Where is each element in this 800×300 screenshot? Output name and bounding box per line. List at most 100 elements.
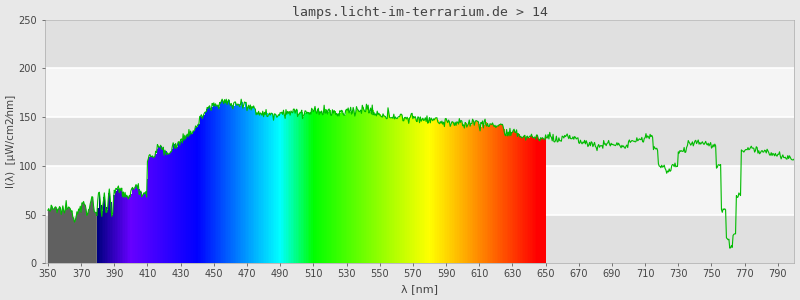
Bar (359, 112, 361, 263)
Bar (279, 114, 281, 263)
Bar (177, 147, 178, 263)
Bar (462, 123, 463, 263)
Bar (389, 115, 390, 263)
Bar (404, 119, 406, 263)
Bar (123, 195, 125, 263)
Bar (261, 114, 262, 263)
Bar (278, 116, 279, 263)
Bar (225, 101, 226, 263)
Bar (526, 136, 528, 263)
Bar (126, 196, 128, 263)
Bar (397, 118, 398, 263)
Bar (110, 202, 112, 263)
Bar (238, 104, 239, 263)
Bar (401, 114, 402, 263)
Bar (435, 118, 437, 263)
Bar (372, 110, 374, 263)
Bar (465, 123, 467, 263)
Bar (358, 110, 359, 263)
Bar (245, 102, 246, 263)
Bar (525, 138, 526, 263)
Bar (498, 125, 500, 263)
Bar (311, 111, 313, 263)
Bar (268, 116, 270, 263)
Bar (412, 116, 414, 263)
Bar (138, 189, 140, 263)
Bar (531, 136, 533, 263)
Bar (294, 111, 296, 263)
Bar (100, 205, 102, 263)
Bar (137, 187, 138, 263)
Bar (329, 110, 330, 263)
Bar (382, 116, 384, 263)
Bar (375, 115, 378, 263)
Bar (455, 124, 457, 263)
Bar (398, 117, 401, 263)
Bar (45, 214, 794, 263)
Bar (220, 103, 222, 263)
Bar (449, 121, 450, 263)
Bar (188, 133, 190, 263)
Bar (470, 125, 472, 263)
Bar (253, 107, 254, 263)
Bar (205, 112, 206, 263)
Bar (344, 115, 346, 263)
Bar (216, 106, 218, 263)
Bar (406, 118, 407, 263)
Bar (402, 118, 404, 263)
Bar (210, 108, 211, 263)
Bar (338, 115, 339, 263)
Bar (222, 100, 223, 263)
Bar (430, 120, 432, 263)
Bar (472, 122, 474, 263)
Bar (299, 113, 301, 263)
Bar (327, 112, 329, 263)
Bar (307, 112, 310, 263)
Bar (178, 142, 180, 263)
Bar (214, 105, 216, 263)
Bar (193, 131, 194, 263)
Bar (354, 113, 356, 263)
Bar (424, 120, 426, 263)
Bar (390, 118, 392, 263)
Bar (528, 138, 530, 263)
Bar (259, 114, 261, 263)
Bar (304, 112, 306, 263)
Bar (196, 127, 198, 263)
Bar (494, 126, 495, 263)
Bar (145, 193, 146, 263)
Bar (115, 190, 117, 263)
Bar (447, 122, 449, 263)
Bar (239, 106, 241, 263)
Bar (542, 138, 543, 263)
Bar (523, 136, 525, 263)
Bar (250, 107, 251, 263)
Bar (241, 101, 243, 263)
Bar (364, 111, 366, 263)
Bar (296, 110, 298, 263)
Bar (265, 113, 266, 263)
Bar (109, 193, 110, 263)
Bar (140, 192, 142, 263)
Bar (186, 135, 188, 263)
Bar (206, 110, 208, 263)
Bar (437, 120, 438, 263)
Bar (302, 117, 304, 263)
Bar (342, 112, 344, 263)
Bar (228, 100, 230, 263)
Bar (223, 102, 225, 263)
Bar (135, 186, 137, 263)
Bar (284, 117, 286, 263)
Bar (180, 142, 182, 263)
Bar (213, 104, 214, 263)
Bar (392, 118, 394, 263)
Bar (266, 113, 268, 263)
Bar (483, 125, 485, 263)
Bar (274, 114, 276, 263)
Bar (286, 112, 288, 263)
Bar (103, 197, 105, 263)
Bar (291, 112, 293, 263)
X-axis label: λ [nm]: λ [nm] (401, 284, 438, 294)
Bar (270, 114, 271, 263)
Bar (160, 146, 162, 263)
